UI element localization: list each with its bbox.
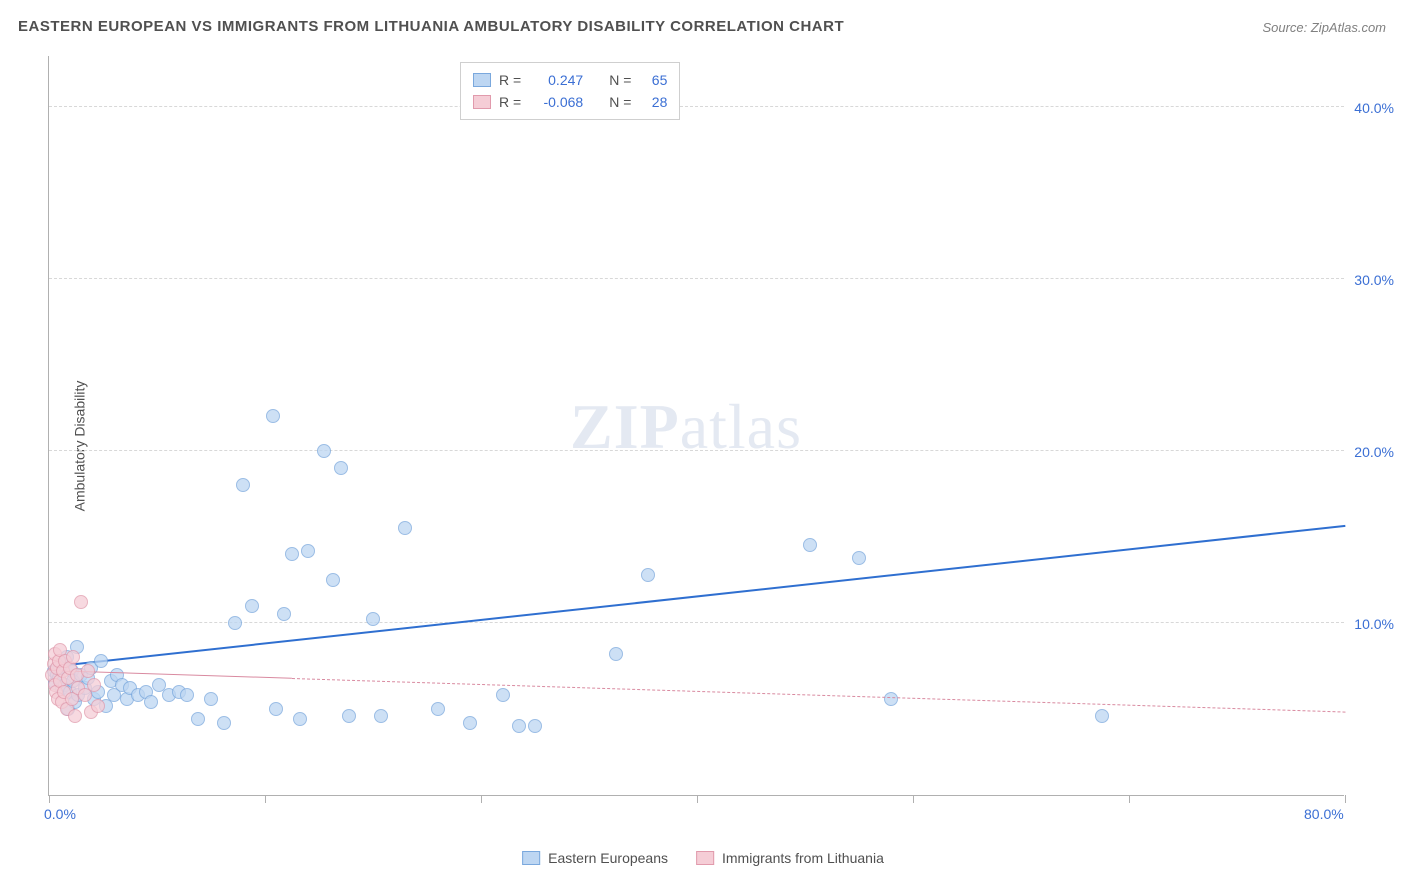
bottom-legend-item: Immigrants from Lithuania [696, 850, 884, 866]
stat-legend-row: R = -0.068 N = 28 [473, 91, 667, 113]
stat-legend-row: R = 0.247 N = 65 [473, 69, 667, 91]
source-credit: Source: ZipAtlas.com [1262, 20, 1386, 35]
data-point [277, 607, 291, 621]
stat-r-value: 0.247 [529, 69, 583, 91]
data-point [317, 444, 331, 458]
data-point [431, 702, 445, 716]
stat-legend: R = 0.247 N = 65 R = -0.068 N = 28 [460, 62, 680, 120]
data-point [884, 692, 898, 706]
data-point [301, 544, 315, 558]
legend-swatch [522, 851, 540, 865]
y-tick-label: 30.0% [1354, 272, 1394, 288]
data-point [1095, 709, 1109, 723]
stat-r-label: R = [499, 91, 521, 113]
data-point [144, 695, 158, 709]
legend-swatch [473, 95, 491, 109]
data-point [852, 551, 866, 565]
legend-label: Immigrants from Lithuania [722, 850, 884, 866]
y-tick-label: 20.0% [1354, 444, 1394, 460]
x-tick [913, 795, 914, 803]
data-point [803, 538, 817, 552]
x-tick-label: 0.0% [44, 806, 76, 822]
stat-n-label: N = [609, 91, 631, 113]
x-tick [49, 795, 50, 803]
data-point [641, 568, 655, 582]
gridline [49, 450, 1344, 451]
data-point [293, 712, 307, 726]
legend-label: Eastern Europeans [548, 850, 668, 866]
chart-title: EASTERN EUROPEAN VS IMMIGRANTS FROM LITH… [18, 18, 844, 35]
y-tick-label: 10.0% [1354, 616, 1394, 632]
legend-swatch [696, 851, 714, 865]
stat-r-label: R = [499, 69, 521, 91]
x-tick [1129, 795, 1130, 803]
data-point [204, 692, 218, 706]
legend-swatch [473, 73, 491, 87]
x-tick [481, 795, 482, 803]
data-point [180, 688, 194, 702]
data-point [609, 647, 623, 661]
data-point [528, 719, 542, 733]
stat-n-label: N = [609, 69, 631, 91]
data-point [269, 702, 283, 716]
gridline [49, 278, 1344, 279]
stat-r-value: -0.068 [529, 91, 583, 113]
data-point [374, 709, 388, 723]
x-tick-label: 80.0% [1304, 806, 1344, 822]
data-point [463, 716, 477, 730]
x-tick [1345, 795, 1346, 803]
bottom-legend: Eastern Europeans Immigrants from Lithuan… [522, 850, 884, 866]
trend-line [49, 525, 1345, 668]
data-point [228, 616, 242, 630]
data-point [68, 709, 82, 723]
data-point [326, 573, 340, 587]
data-point [512, 719, 526, 733]
plot-area [48, 56, 1344, 796]
data-point [91, 699, 105, 713]
data-point [285, 547, 299, 561]
data-point [236, 478, 250, 492]
data-point [87, 678, 101, 692]
x-tick [697, 795, 698, 803]
gridline [49, 622, 1344, 623]
bottom-legend-item: Eastern Europeans [522, 850, 668, 866]
data-point [66, 650, 80, 664]
data-point [496, 688, 510, 702]
data-point [217, 716, 231, 730]
data-point [245, 599, 259, 613]
data-point [342, 709, 356, 723]
data-point [191, 712, 205, 726]
trend-line-extrapolated [292, 678, 1345, 713]
gridline [49, 106, 1344, 107]
x-tick [265, 795, 266, 803]
data-point [334, 461, 348, 475]
y-tick-label: 40.0% [1354, 100, 1394, 116]
data-point [398, 521, 412, 535]
data-point [81, 664, 95, 678]
data-point [366, 612, 380, 626]
data-point [266, 409, 280, 423]
stat-n-value: 65 [639, 69, 667, 91]
data-point [74, 595, 88, 609]
data-point [94, 654, 108, 668]
stat-n-value: 28 [639, 91, 667, 113]
